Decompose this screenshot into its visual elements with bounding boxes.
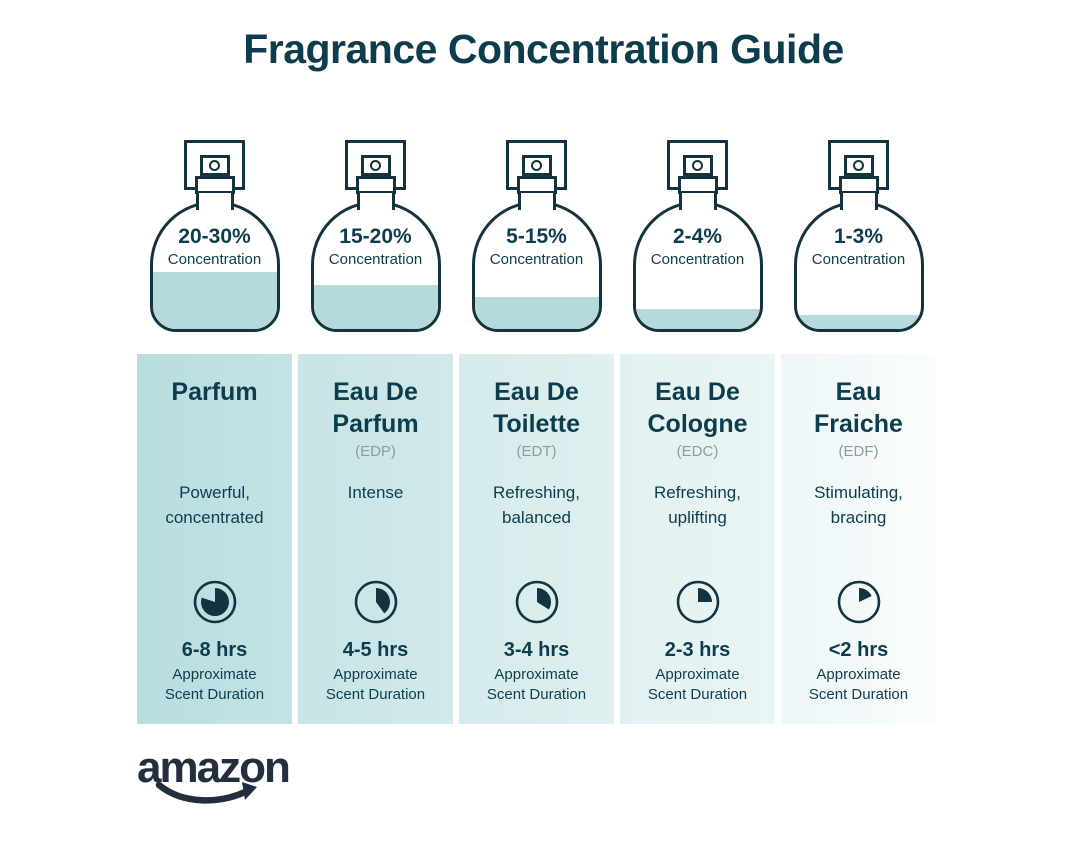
- cap-collar: [355, 176, 396, 194]
- duration-caption: Approximate Scent Duration: [486, 666, 587, 703]
- duration-caption: Approximate Scent Duration: [808, 666, 909, 703]
- fragrance-column-eau-de-toilette: Eau De Toilette (EDT) Refreshing, balanc…: [459, 354, 614, 724]
- scent-duration: 2-3 hrs: [664, 639, 731, 661]
- fragrance-name: Parfum: [171, 378, 258, 406]
- concentration-label: Concentration: [167, 251, 262, 268]
- amazon-smile-icon: [155, 781, 257, 804]
- bottle-neck: [517, 193, 556, 210]
- cap-collar: [838, 176, 879, 194]
- concentration-label: Concentration: [650, 251, 745, 268]
- fragrance-abbr: (EDT): [516, 443, 557, 460]
- liquid-fill: [796, 315, 921, 329]
- liquid-fill: [152, 271, 277, 329]
- bottle-cell: 20-30% Concentration: [137, 140, 292, 332]
- fragrance-abbr: (EDF): [838, 443, 879, 460]
- spray-nozzle: [682, 155, 713, 176]
- spray-nozzle: [521, 155, 552, 176]
- clock-icon: [193, 580, 236, 624]
- columns-row: Parfum Powerful, concentrated 6-8 hrs Ap…: [137, 354, 936, 724]
- concentration-range: 2-4%: [672, 225, 723, 248]
- bottle-cell: 1-3% Concentration: [781, 140, 936, 332]
- fragrance-description: Refreshing, balanced: [493, 483, 580, 527]
- clock-icon: [354, 580, 397, 624]
- concentration-range: 15-20%: [339, 225, 412, 248]
- spray-nozzle: [199, 155, 230, 176]
- perfume-bottle: 20-30% Concentration: [137, 140, 292, 332]
- fragrance-name: Eau De Parfum: [332, 378, 419, 438]
- bottle-neck: [839, 193, 878, 210]
- bottle-body: 5-15% Concentration: [471, 201, 602, 332]
- fragrance-column-parfum: Parfum Powerful, concentrated 6-8 hrs Ap…: [137, 354, 292, 724]
- fragrance-name: Eau De Toilette: [492, 378, 581, 438]
- bottle-label: 2-4% Concentration: [636, 225, 760, 268]
- concentration-range: 5-15%: [506, 225, 567, 248]
- concentration-label: Concentration: [328, 251, 423, 268]
- bottle-body: 1-3% Concentration: [793, 201, 924, 332]
- bottle-label: 20-30% Concentration: [153, 225, 277, 268]
- scent-duration: <2 hrs: [828, 639, 889, 661]
- bottle-cell: 15-20% Concentration: [298, 140, 453, 332]
- duration-caption: Approximate Scent Duration: [325, 666, 426, 703]
- fragrance-abbr: (EDC): [676, 443, 719, 460]
- fragrance-description: Stimulating, bracing: [814, 483, 903, 527]
- bottle-label: 5-15% Concentration: [475, 225, 599, 268]
- bottle-neck: [678, 193, 717, 210]
- nozzle-circle-icon: [692, 160, 703, 171]
- perfume-bottle: 2-4% Concentration: [620, 140, 775, 332]
- liquid-fill: [313, 285, 438, 329]
- cap-collar: [677, 176, 718, 194]
- clock-icon: [837, 580, 880, 624]
- nozzle-circle-icon: [531, 160, 542, 171]
- liquid-fill: [635, 309, 760, 329]
- fragrance-guide-infographic: Fragrance Concentration Guide 20-30% Con…: [0, 26, 1087, 855]
- perfume-bottle: 15-20% Concentration: [298, 140, 453, 332]
- amazon-logo-text: amazon: [137, 743, 291, 792]
- bottle-neck: [356, 193, 395, 210]
- fragrance-column-eau-fraiche: Eau Fraiche (EDF) Stimulating, bracing <…: [781, 354, 936, 724]
- nozzle-circle-icon: [853, 160, 864, 171]
- clock-icon: [676, 580, 719, 624]
- spray-nozzle: [843, 155, 874, 176]
- concentration-range: 20-30%: [178, 225, 251, 248]
- bottle-label: 15-20% Concentration: [314, 225, 438, 268]
- fragrance-description: Refreshing, uplifting: [654, 483, 741, 527]
- fragrance-description: Intense: [347, 483, 404, 502]
- bottle-neck: [195, 193, 234, 210]
- scent-duration: 3-4 hrs: [503, 639, 570, 661]
- fragrance-abbr: (EDP): [355, 443, 396, 460]
- bottle-body: 2-4% Concentration: [632, 201, 763, 332]
- fragrance-name: Eau De Cologne: [647, 378, 748, 438]
- bottle-body: 20-30% Concentration: [149, 201, 280, 332]
- bottle-label: 1-3% Concentration: [797, 225, 921, 268]
- spray-nozzle: [360, 155, 391, 176]
- fragrance-description: Powerful, concentrated: [165, 483, 264, 527]
- bottle-cell: 2-4% Concentration: [620, 140, 775, 332]
- bottle-cell: 5-15% Concentration: [459, 140, 614, 332]
- perfume-bottle: 1-3% Concentration: [781, 140, 936, 332]
- page-title: Fragrance Concentration Guide: [243, 26, 844, 72]
- concentration-label: Concentration: [811, 251, 906, 268]
- fragrance-column-eau-de-parfum: Eau De Parfum (EDP) Intense 4-5 hrs Appr…: [298, 354, 453, 724]
- bottle-body: 15-20% Concentration: [310, 201, 441, 332]
- clock-icon: [515, 580, 558, 624]
- nozzle-circle-icon: [370, 160, 381, 171]
- scent-duration: 6-8 hrs: [181, 639, 248, 661]
- duration-caption: Approximate Scent Duration: [164, 666, 265, 703]
- perfume-bottle: 5-15% Concentration: [459, 140, 614, 332]
- bottles-row: 20-30% Concentration 15-20% Concentratio…: [137, 140, 935, 332]
- amazon-logo: amazon: [137, 743, 297, 807]
- concentration-range: 1-3%: [833, 225, 884, 248]
- fragrance-column-eau-de-cologne: Eau De Cologne (EDC) Refreshing, uplifti…: [620, 354, 775, 724]
- cap-collar: [194, 176, 235, 194]
- duration-caption: Approximate Scent Duration: [647, 666, 748, 703]
- fragrance-name: Eau Fraiche: [814, 378, 903, 438]
- liquid-fill: [474, 296, 599, 329]
- scent-duration: 4-5 hrs: [342, 639, 409, 661]
- concentration-label: Concentration: [489, 251, 584, 268]
- cap-collar: [516, 176, 557, 194]
- nozzle-circle-icon: [209, 160, 220, 171]
